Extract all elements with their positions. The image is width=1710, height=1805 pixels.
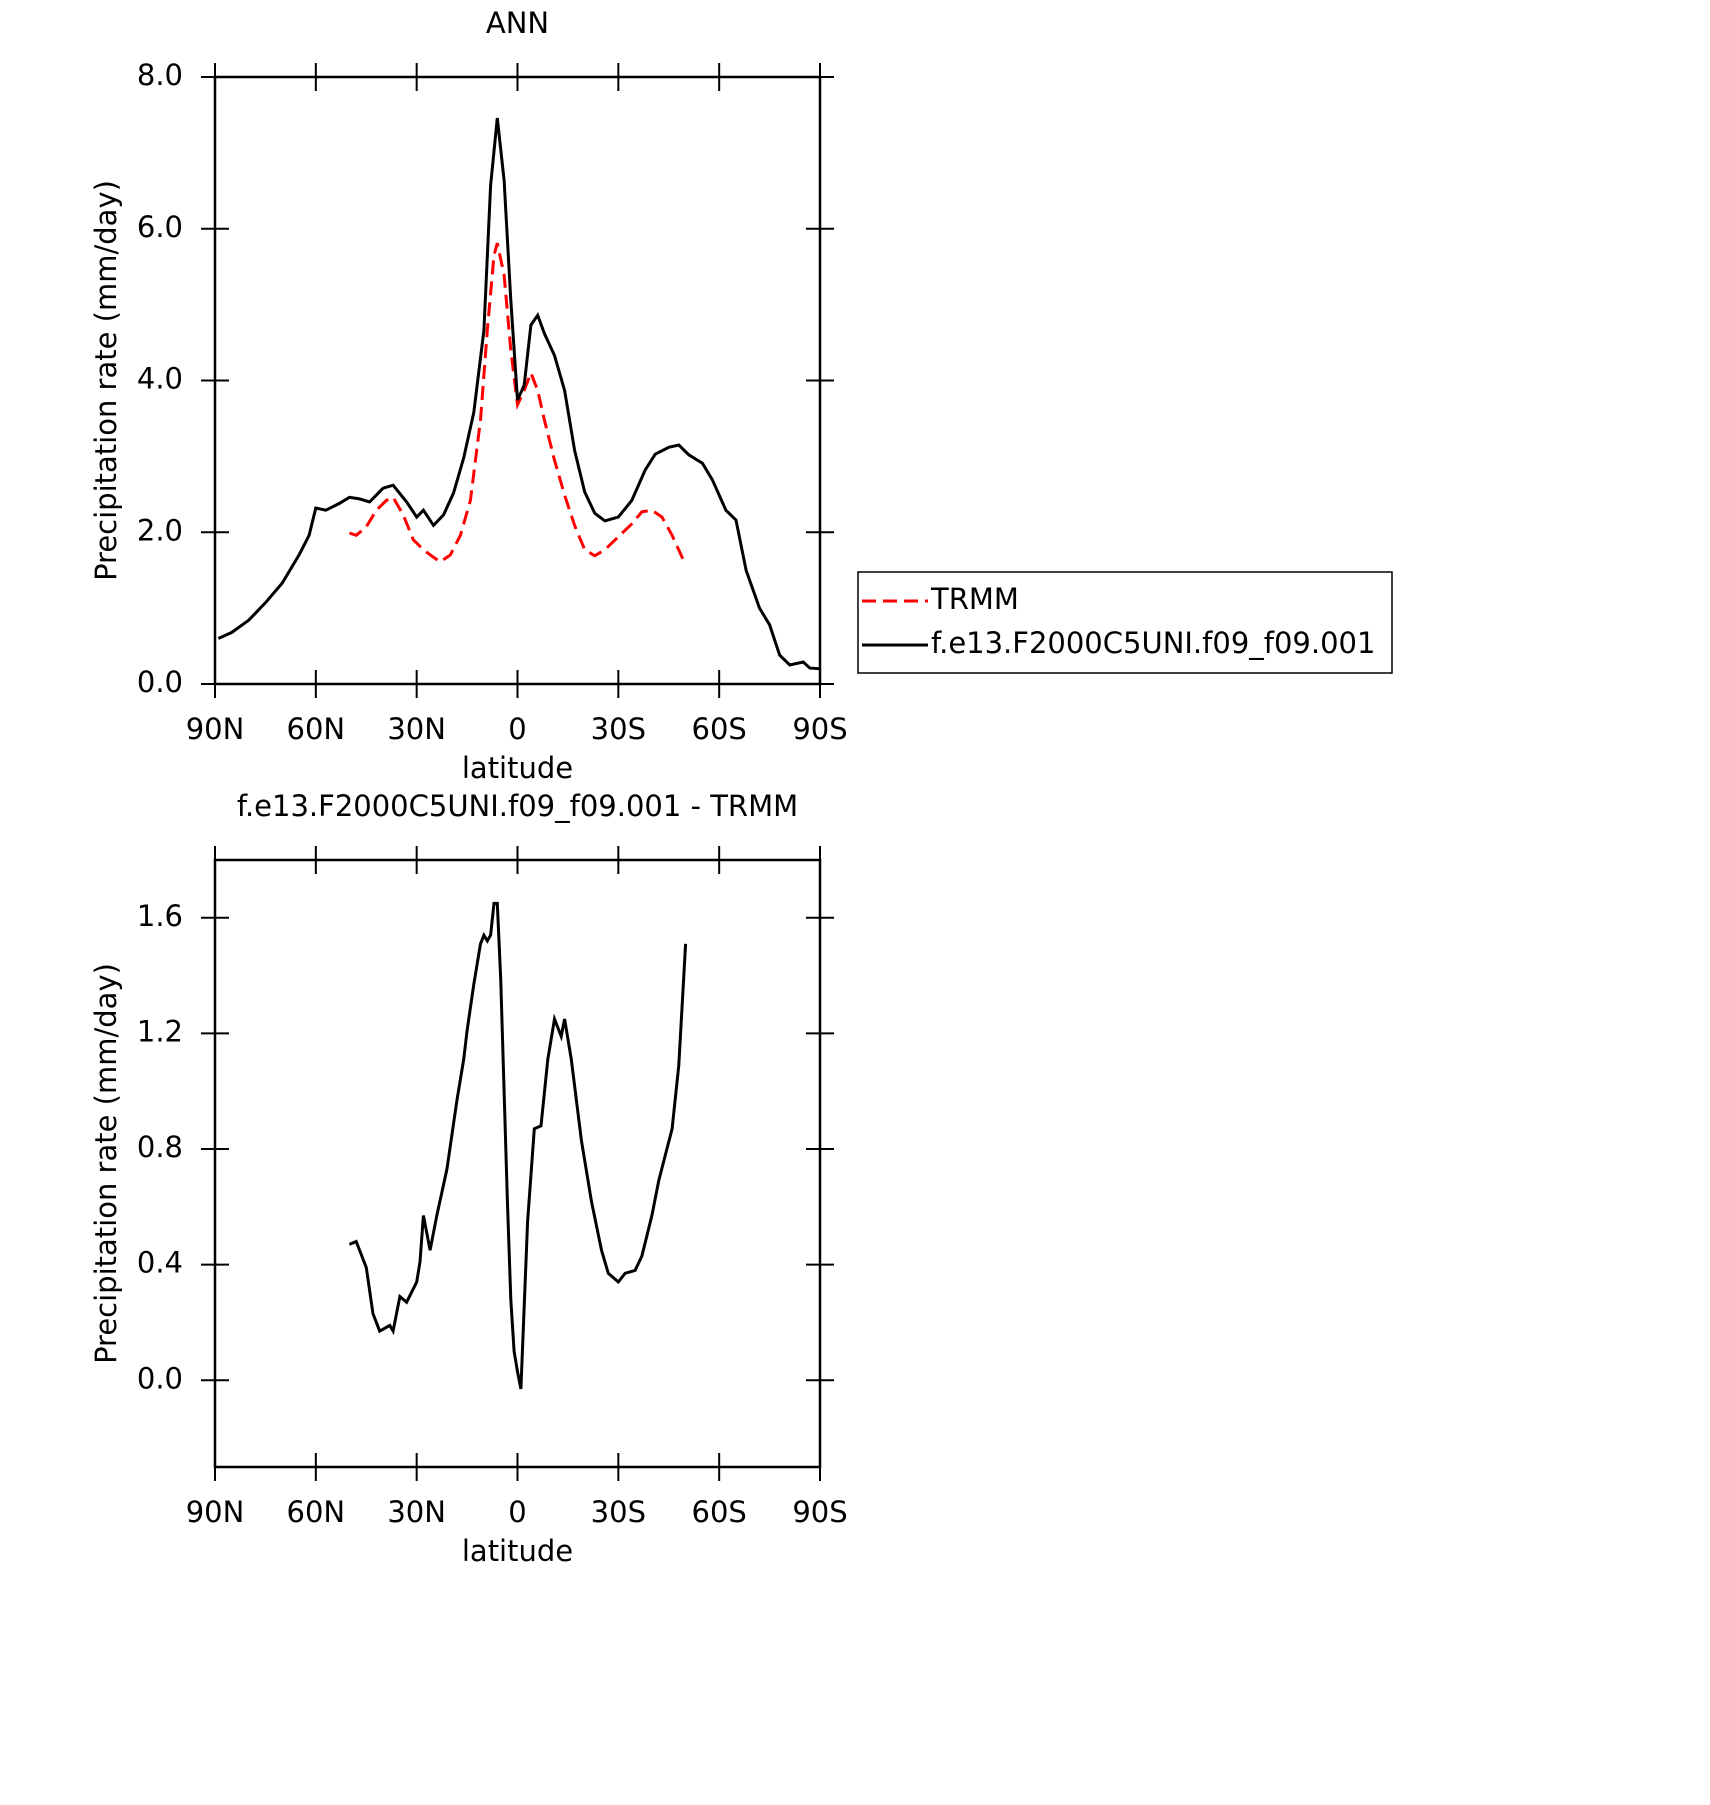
x-tick-label: 30N	[387, 712, 446, 746]
x-tick-label: 90N	[186, 712, 245, 746]
y-tick-label: 2.0	[137, 513, 183, 547]
legend-label: TRMM	[930, 582, 1019, 616]
legend-box	[857, 571, 1393, 674]
x-tick-label: 0	[508, 712, 526, 746]
plot-frame	[213, 75, 822, 686]
y-tick-label: 0.4	[137, 1246, 183, 1280]
y-tick-label: 1.6	[137, 899, 183, 933]
x-tick-label: 90N	[186, 1495, 245, 1529]
x-tick-label: 0	[508, 1495, 526, 1529]
x-tick-label: 30S	[591, 712, 646, 746]
x-tick-label: 30N	[387, 1495, 446, 1529]
y-axis-label: Precipitation rate (mm/day)	[89, 963, 123, 1364]
y-tick-label: 4.0	[137, 362, 183, 396]
y-tick-label: 8.0	[137, 58, 183, 92]
x-tick-label: 60S	[692, 712, 747, 746]
y-tick-label: 1.2	[137, 1014, 183, 1048]
chart-title: ANN	[486, 6, 549, 40]
data-line	[348, 242, 687, 566]
x-tick-label: 60S	[692, 1495, 747, 1529]
x-tick-label: 30S	[591, 1495, 646, 1529]
data-line	[217, 117, 821, 671]
y-tick-label: 0.0	[137, 1361, 183, 1395]
y-axis-label: Precipitation rate (mm/day)	[89, 180, 123, 581]
data-line	[348, 901, 688, 1390]
x-axis-label: latitude	[462, 751, 573, 785]
chart-title: f.e13.F2000C5UNI.f09_f09.001 - TRMM	[237, 789, 798, 823]
y-tick-label: 0.0	[137, 665, 183, 699]
x-tick-label: 90S	[792, 712, 847, 746]
y-tick-label: 6.0	[137, 210, 183, 244]
plot-frame	[213, 858, 822, 1469]
x-tick-label: 60N	[287, 1495, 346, 1529]
x-tick-label: 90S	[792, 1495, 847, 1529]
x-axis-label: latitude	[462, 1534, 573, 1568]
x-tick-label: 60N	[287, 712, 346, 746]
y-tick-label: 0.8	[137, 1130, 183, 1164]
legend-label: f.e13.F2000C5UNI.f09_f09.001	[931, 626, 1375, 660]
